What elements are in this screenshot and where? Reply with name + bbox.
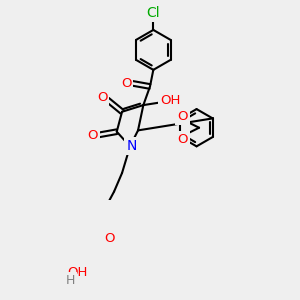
Text: O: O xyxy=(177,110,188,123)
Text: Cl: Cl xyxy=(146,6,160,20)
Text: O: O xyxy=(121,76,131,90)
Text: O: O xyxy=(104,232,115,244)
Text: H: H xyxy=(66,274,76,287)
Text: OH: OH xyxy=(67,266,88,279)
Text: OH: OH xyxy=(160,94,180,107)
Text: N: N xyxy=(126,139,136,153)
Text: O: O xyxy=(177,133,188,146)
Text: O: O xyxy=(97,91,107,103)
Text: O: O xyxy=(88,128,98,142)
